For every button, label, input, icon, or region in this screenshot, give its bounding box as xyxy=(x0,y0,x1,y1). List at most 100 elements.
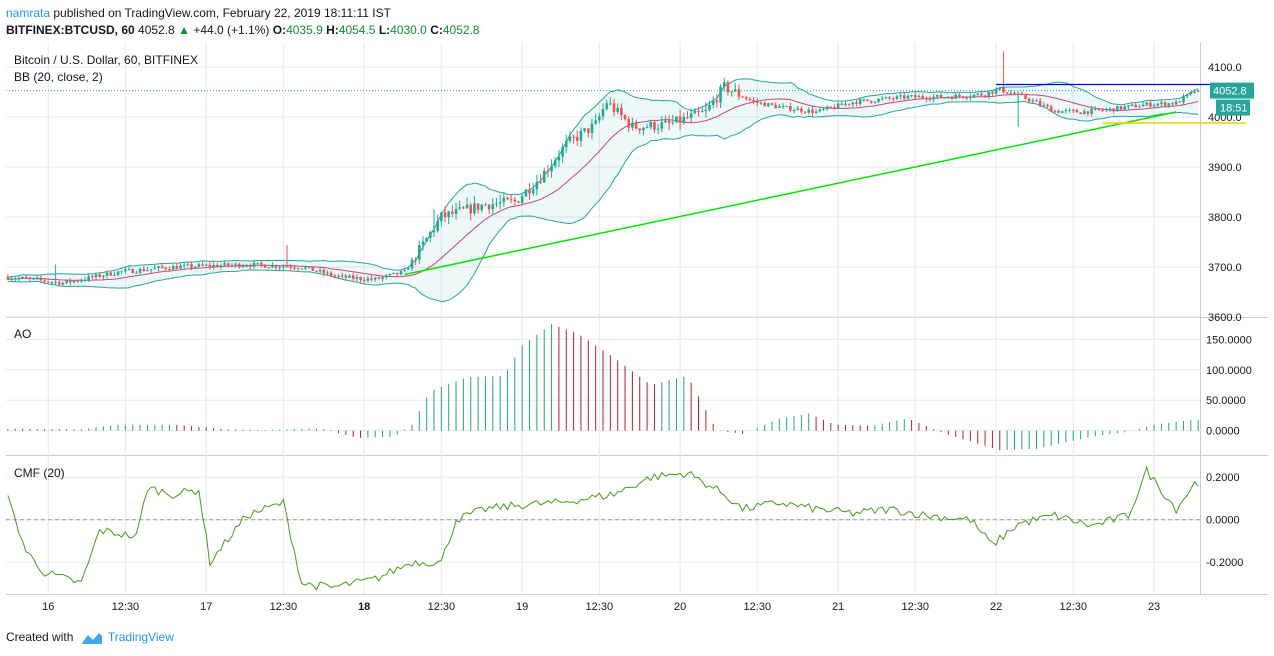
candle-body xyxy=(693,110,697,114)
candle-body xyxy=(803,111,807,113)
candle-body xyxy=(175,265,179,269)
candle-body xyxy=(539,181,542,183)
candle-body xyxy=(1031,100,1035,102)
candle-body xyxy=(1090,108,1093,114)
candle-body xyxy=(697,110,700,112)
candle-body xyxy=(407,268,410,270)
candle-body xyxy=(476,203,480,210)
candle-body xyxy=(6,277,10,280)
candle-body xyxy=(436,221,439,231)
green-trendline xyxy=(404,111,1177,276)
candle-body xyxy=(153,268,157,270)
candle-body xyxy=(601,109,605,117)
candle-body xyxy=(498,201,502,204)
candle-body xyxy=(689,113,693,118)
candle-body xyxy=(116,271,120,275)
candle-body xyxy=(238,263,241,268)
candle-body xyxy=(869,100,873,103)
candle-body xyxy=(182,264,186,266)
candle-body xyxy=(631,122,634,128)
candle-body xyxy=(414,259,417,261)
candle-body xyxy=(278,267,281,269)
created-with-text: Created with xyxy=(6,630,74,644)
candle-body xyxy=(142,268,146,271)
cmf-tick-label: -0.2000 xyxy=(1206,557,1243,569)
candle-body xyxy=(399,271,403,275)
candle-body xyxy=(557,156,561,161)
candle-body xyxy=(858,99,862,104)
published-text: published on TradingView.com, February 2… xyxy=(53,6,391,20)
candle-body xyxy=(1016,93,1020,95)
candle-body xyxy=(366,278,370,281)
ao-tick-label: 100.0000 xyxy=(1206,365,1252,377)
close-value: 4052.8 xyxy=(442,23,480,37)
candle-body xyxy=(840,103,844,106)
time-tick-label: 19 xyxy=(516,601,528,613)
candle-body xyxy=(774,104,777,109)
candle-body xyxy=(686,116,689,118)
candle-body xyxy=(950,97,954,99)
candle-body xyxy=(329,272,333,276)
candle-body xyxy=(381,277,384,279)
chart-area[interactable]: 3600.0 3700.0 3800.0 3900.0 4000.0 4100.0 4052… xyxy=(6,42,1268,620)
candle-body xyxy=(1068,109,1071,111)
candle-body xyxy=(748,98,752,101)
candle-body xyxy=(928,99,932,101)
candle-body xyxy=(443,212,447,218)
candle-body xyxy=(491,204,495,210)
candle-body xyxy=(1152,105,1156,107)
candle-body xyxy=(917,96,921,98)
candle-body xyxy=(201,264,204,266)
bollinger-fill xyxy=(7,78,1199,302)
candle-body xyxy=(164,267,168,269)
candle-body xyxy=(814,111,818,114)
candle-body xyxy=(1130,104,1134,106)
candle-body xyxy=(432,230,436,233)
chart-svg[interactable]: 3600.03700.03800.03900.04000.04100.04052… xyxy=(6,42,1268,620)
candle-body xyxy=(1193,91,1196,93)
candle-body xyxy=(645,127,649,129)
candle-body xyxy=(1013,93,1016,95)
candle-body xyxy=(17,277,21,279)
cmf-line xyxy=(7,465,1199,591)
candle-body xyxy=(1042,104,1046,106)
candle-body xyxy=(135,272,138,274)
candle-body xyxy=(1163,102,1167,106)
candle-body xyxy=(763,102,766,107)
candle-body xyxy=(274,265,278,268)
candle-body xyxy=(1027,98,1031,102)
candle-body xyxy=(947,97,950,99)
candle-body xyxy=(789,105,792,111)
candle-body xyxy=(844,103,847,106)
candle-body xyxy=(1127,105,1130,107)
open-value: 4035.9 xyxy=(286,23,323,37)
candle-body xyxy=(480,204,484,210)
candle-body xyxy=(487,204,491,210)
candle-body xyxy=(495,203,498,205)
candle-body xyxy=(307,266,311,268)
time-tick-label: 16 xyxy=(42,601,54,613)
author-link[interactable]: namrata xyxy=(6,6,51,20)
candle-body xyxy=(256,262,259,264)
candle-body xyxy=(370,278,373,280)
candle-body xyxy=(564,140,568,148)
candle-body xyxy=(271,265,274,268)
tradingview-brand[interactable]: TradingView xyxy=(107,630,174,644)
candle-body xyxy=(447,211,450,218)
candle-body xyxy=(667,120,671,124)
candle-body xyxy=(796,108,799,111)
candle-body xyxy=(888,97,891,99)
candle-body xyxy=(465,204,469,209)
candle-body xyxy=(1053,110,1057,112)
candle-body xyxy=(506,197,509,200)
candle-body xyxy=(458,207,462,209)
candle-body xyxy=(994,89,998,94)
candle-body xyxy=(969,96,972,98)
candle-body xyxy=(715,100,719,103)
candle-body xyxy=(1134,104,1137,108)
candle-body xyxy=(891,98,895,100)
candle-body xyxy=(157,266,160,269)
candle-body xyxy=(1075,110,1079,113)
candle-body xyxy=(910,95,913,97)
candle-body xyxy=(678,116,682,123)
